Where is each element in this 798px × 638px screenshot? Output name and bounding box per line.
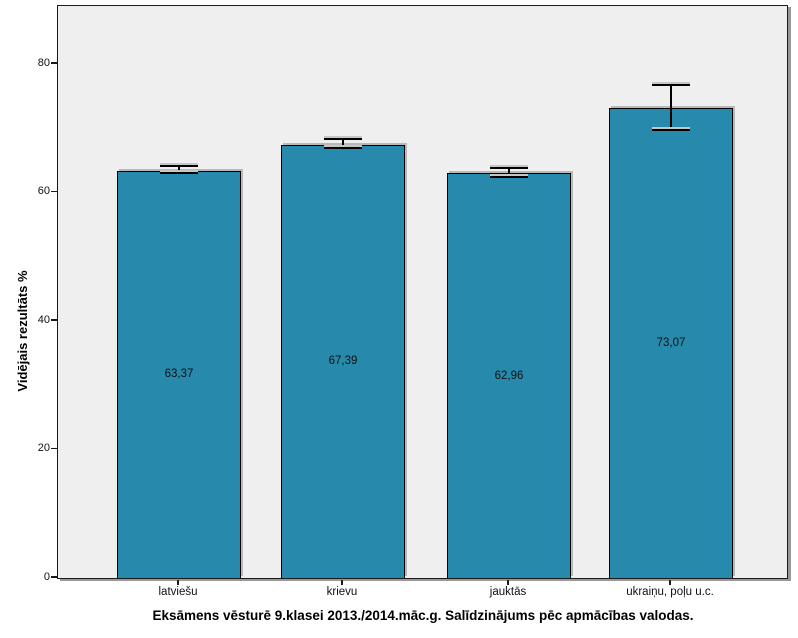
x-tick-mark <box>669 580 671 585</box>
y-tick-mark <box>51 62 57 64</box>
bar-value-label: 67,39 <box>328 355 358 368</box>
y-tick-mark <box>51 190 57 193</box>
error-bar-cap <box>652 83 690 86</box>
y-tick-label: 0 <box>43 571 50 583</box>
error-bar-cap <box>324 137 362 140</box>
y-tick-mark <box>51 576 57 578</box>
x-category-label: jauktās <box>489 586 527 598</box>
error-bar-cap <box>324 147 362 150</box>
chart-title: Eksāmens vēsturē 9.klasei 2013./2014.māc… <box>152 608 694 623</box>
x-tick-mark <box>177 580 179 585</box>
error-bar-line <box>342 139 344 150</box>
error-bar-line <box>508 168 510 179</box>
error-bar-cap <box>490 166 528 169</box>
bar <box>281 144 405 578</box>
error-bar-cap <box>652 128 690 131</box>
x-category-label: latviešu <box>158 586 198 598</box>
error-bar-line <box>670 85 672 131</box>
plot-area: 63,37 67,39 62,96 73,07 <box>57 5 788 579</box>
bar <box>447 173 571 578</box>
y-tick-label: 80 <box>37 56 50 69</box>
bar <box>609 108 733 578</box>
y-tick-label: 20 <box>37 442 50 455</box>
y-axis-title: Vidējais rezultāts % <box>15 270 30 392</box>
error-bar-cap <box>490 176 528 179</box>
bar <box>117 170 241 578</box>
bar-value-label: 73,07 <box>656 337 686 350</box>
error-bar-cap <box>160 172 198 175</box>
x-category-label: ukraiņu, poļu u.c. <box>626 586 714 598</box>
y-tick-mark <box>51 447 57 450</box>
y-tick-mark <box>51 319 57 321</box>
x-tick-mark <box>507 580 509 585</box>
error-bar-cap <box>160 165 198 168</box>
y-tick-label: 40 <box>37 313 50 326</box>
x-category-label: krievu <box>326 586 358 598</box>
y-tick-label: 60 <box>37 185 50 198</box>
error-bar-line <box>178 167 180 175</box>
bar-value-label: 63,37 <box>164 368 194 381</box>
bar-value-label: 62,96 <box>494 369 524 382</box>
x-tick-mark <box>341 580 343 585</box>
